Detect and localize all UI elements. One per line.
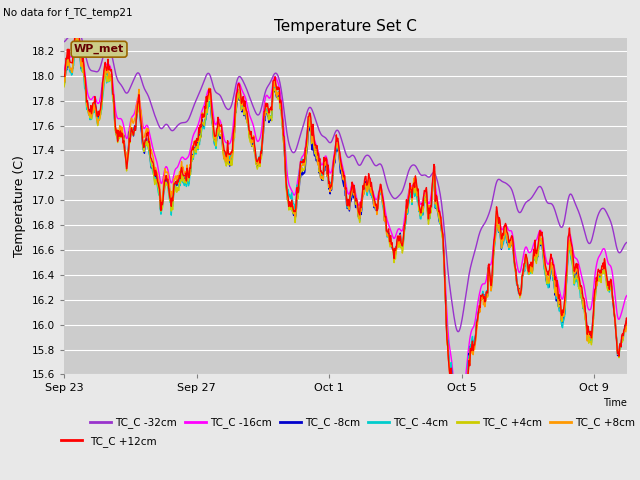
TC_C -8cm	[428, 208, 435, 214]
TC_C -16cm	[623, 292, 631, 298]
TC_C -8cm	[449, 378, 456, 384]
TC_C +4cm	[623, 320, 631, 325]
TC_C -4cm	[60, 83, 68, 88]
Line: TC_C +4cm: TC_C +4cm	[64, 36, 627, 381]
TC_C -8cm	[623, 323, 631, 329]
Text: No data for f_TC_temp21: No data for f_TC_temp21	[3, 7, 133, 18]
TC_C +8cm	[407, 188, 415, 193]
TC_C +12cm	[195, 125, 203, 131]
TC_C -16cm	[428, 192, 435, 197]
TC_C +4cm	[428, 210, 435, 216]
TC_C +8cm	[623, 325, 631, 331]
TC_C -32cm	[147, 100, 154, 106]
TC_C -32cm	[428, 172, 435, 178]
TC_C +4cm	[195, 134, 203, 140]
TC_C +12cm	[623, 322, 631, 328]
TC_C -8cm	[72, 30, 80, 36]
TC_C -16cm	[195, 120, 203, 126]
TC_C -32cm	[70, 29, 78, 35]
TC_C -4cm	[214, 134, 221, 140]
TC_C +8cm	[449, 378, 456, 384]
TC_C +4cm	[407, 185, 415, 191]
TC_C +12cm	[448, 378, 456, 384]
TC_C -16cm	[147, 136, 154, 142]
TC_C -16cm	[214, 119, 221, 124]
TC_C -16cm	[407, 184, 415, 190]
TC_C +12cm	[147, 155, 154, 160]
TC_C +12cm	[214, 125, 221, 131]
TC_C +4cm	[147, 159, 154, 165]
TC_C -16cm	[60, 68, 68, 73]
TC_C +12cm	[72, 29, 80, 35]
TC_C -4cm	[428, 208, 435, 214]
TC_C -8cm	[147, 160, 154, 166]
TC_C -16cm	[450, 378, 458, 384]
Line: TC_C -4cm: TC_C -4cm	[64, 40, 627, 381]
TC_C +8cm	[195, 128, 203, 133]
TC_C -32cm	[454, 329, 462, 335]
TC_C +4cm	[72, 33, 80, 38]
TC_C +8cm	[60, 79, 68, 84]
Line: TC_C -16cm: TC_C -16cm	[64, 34, 627, 381]
TC_C -32cm	[623, 240, 631, 245]
Line: TC_C +12cm: TC_C +12cm	[64, 32, 627, 381]
TC_C -4cm	[449, 378, 457, 384]
TC_C -32cm	[195, 92, 203, 97]
Legend: TC_C +12cm: TC_C +12cm	[57, 432, 161, 451]
Text: WP_met: WP_met	[74, 44, 124, 54]
TC_C +4cm	[60, 84, 68, 90]
TC_C -8cm	[407, 190, 415, 195]
TC_C +12cm	[60, 72, 68, 78]
TC_C +8cm	[428, 204, 435, 209]
Title: Temperature Set C: Temperature Set C	[274, 20, 417, 35]
TC_C -32cm	[302, 113, 310, 119]
Line: TC_C -8cm: TC_C -8cm	[64, 33, 627, 381]
TC_C -8cm	[195, 133, 203, 139]
TC_C +4cm	[302, 154, 310, 160]
TC_C -4cm	[195, 139, 203, 145]
TC_C +8cm	[302, 144, 310, 150]
TC_C +4cm	[214, 132, 221, 138]
TC_C -4cm	[302, 144, 310, 149]
TC_C +12cm	[428, 204, 435, 210]
TC_C -4cm	[72, 37, 80, 43]
TC_C -4cm	[623, 324, 631, 330]
TC_C -32cm	[407, 164, 415, 170]
TC_C -16cm	[302, 139, 310, 144]
TC_C +8cm	[214, 128, 221, 133]
TC_C -16cm	[73, 31, 81, 36]
TC_C +8cm	[147, 150, 154, 156]
Y-axis label: Temperature (C): Temperature (C)	[13, 156, 26, 257]
TC_C -4cm	[147, 163, 154, 168]
TC_C -8cm	[302, 154, 310, 160]
TC_C +8cm	[72, 32, 80, 38]
TC_C -32cm	[214, 90, 221, 96]
TC_C -8cm	[60, 81, 68, 86]
TC_C +12cm	[302, 144, 310, 149]
TC_C -4cm	[407, 194, 415, 200]
TC_C -32cm	[60, 39, 68, 45]
TC_C +4cm	[448, 378, 456, 384]
Text: Time: Time	[604, 398, 627, 408]
TC_C -8cm	[214, 134, 221, 140]
TC_C +12cm	[407, 186, 415, 192]
Line: TC_C -32cm: TC_C -32cm	[64, 32, 627, 332]
Line: TC_C +8cm: TC_C +8cm	[64, 35, 627, 381]
